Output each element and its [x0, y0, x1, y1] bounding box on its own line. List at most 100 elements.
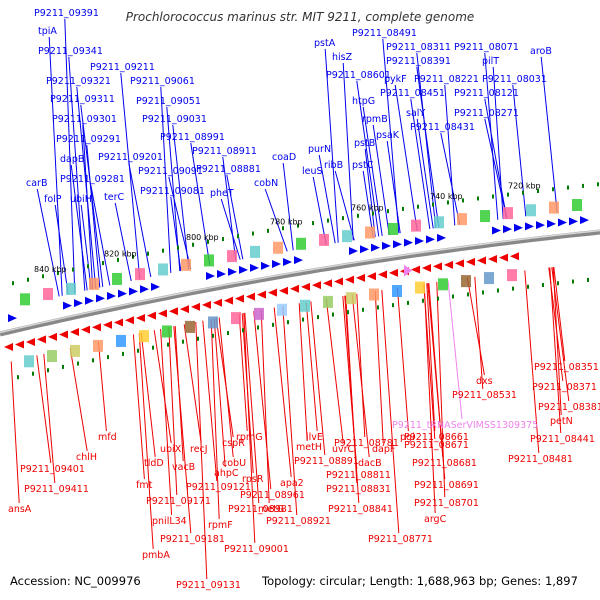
outer-tick [312, 221, 314, 226]
leader-line-bottom [253, 311, 272, 490]
reverse-gene-arrow [224, 296, 233, 305]
leader-line-bottom [210, 319, 220, 520]
gene-label-bottom: P9211_09131 [176, 580, 241, 591]
leader-line-bottom [553, 266, 566, 362]
gene-label-bottom: apa2 [280, 478, 304, 489]
leader-line-top [220, 198, 241, 260]
leader-line-bottom [305, 302, 318, 432]
leader-line-bottom [436, 281, 446, 498]
gene-label-bottom: cspR [222, 438, 245, 449]
reverse-gene-arrow [455, 259, 464, 268]
reverse-feature-block [369, 288, 379, 301]
inner-tick [167, 342, 169, 347]
leader-line-bottom [396, 287, 409, 432]
reverse-feature-block [346, 292, 356, 305]
gene-label-bottom: dapF [372, 444, 395, 455]
forward-feature-block [43, 288, 53, 301]
reverse-gene-arrow [191, 302, 200, 311]
gene-label-bottom: P9211_08891 [294, 456, 359, 467]
gene-label-top: P9211_09091 [138, 166, 203, 177]
outer-tick [297, 223, 299, 228]
outer-tick [327, 218, 329, 223]
forward-feature-block [296, 237, 306, 250]
gene-label-top: carB [26, 178, 47, 189]
inner-tick [377, 305, 379, 310]
forward-gene-arrow [503, 225, 512, 234]
leader-line-bottom [524, 270, 540, 454]
leader-line-top [82, 124, 94, 290]
forward-gene-arrow [404, 238, 413, 247]
leader-line-bottom [97, 341, 107, 432]
inner-tick [107, 355, 109, 360]
reverse-gene-arrow [433, 262, 442, 271]
reverse-feature-block [139, 330, 149, 343]
forward-gene-arrow [96, 294, 105, 303]
reverse-gene-arrow [444, 260, 453, 269]
reverse-gene-arrow [70, 328, 79, 337]
outer-tick [372, 211, 374, 216]
gene-label-top: P9211_09211 [90, 62, 155, 73]
reverse-gene-arrow [510, 252, 519, 261]
forward-gene-arrow [85, 296, 94, 305]
reverse-gene-arrow [279, 286, 288, 295]
leader-line-bottom [260, 309, 270, 504]
inner-tick [77, 361, 79, 366]
inner-tick [527, 284, 529, 289]
gene-label-bottom: ansA [8, 504, 32, 515]
leader-line-bottom [153, 330, 172, 444]
topology-summary: Topology: circular; Length: 1,688,963 bp… [262, 574, 578, 588]
gene-label-top: pheT [210, 188, 234, 199]
forward-gene-arrow [547, 219, 556, 228]
leader-line-top [342, 62, 354, 241]
reverse-gene-arrow [312, 281, 321, 290]
forward-gene-arrow [349, 247, 358, 256]
reverse-gene-arrow [378, 270, 387, 279]
reverse-feature-block [93, 339, 103, 352]
gene-label-top: P9211_08881 [196, 164, 261, 175]
leader-line-top [386, 140, 401, 234]
gene-label-bottom: pmbA [142, 550, 170, 561]
forward-gene-arrow [382, 241, 391, 250]
inner-tick [407, 300, 409, 305]
leader-line-bottom [195, 321, 208, 580]
outer-tick [147, 251, 149, 256]
reverse-gene-arrow [48, 332, 57, 341]
gene-label-top: P9211_08451 [380, 88, 445, 99]
reverse-gene-arrow [323, 279, 332, 288]
forward-gene-arrow [525, 222, 534, 231]
gene-label-top: tpiA [38, 26, 57, 37]
inner-tick [137, 348, 139, 353]
feature-tracks [4, 198, 589, 368]
forward-gene-arrow [283, 258, 292, 267]
inner-tick [572, 279, 574, 284]
scale-label: 840 kbp [34, 265, 67, 274]
gene-label-top: htpG [352, 96, 375, 107]
gene-label-bottom: pgi [400, 432, 415, 443]
outer-tick [87, 264, 89, 269]
reverse-gene-arrow [246, 292, 255, 301]
reverse-gene-arrow [103, 320, 112, 329]
gene-label-top: ubiH [70, 194, 92, 205]
leader-line-bottom [374, 290, 384, 444]
gene-label-top: P9211_09201 [98, 152, 163, 163]
inner-tick [302, 317, 304, 322]
rna-feature [404, 264, 412, 277]
gene-label-bottom: P9211_09121 [186, 482, 251, 493]
leader-line-top [410, 98, 431, 229]
gene-label-bottom: argC [424, 514, 447, 525]
scale-label: 720 kbp [508, 181, 541, 190]
leader-line-top [364, 148, 376, 237]
gene-label-top: P9211_08991 [160, 132, 225, 143]
gene-label-top: purN [308, 144, 331, 155]
leader-line-top [190, 142, 211, 266]
gene-label-bottom: P9211_08811 [326, 470, 391, 481]
gene-label-bottom: P9211_09181 [160, 534, 225, 545]
gene-label-top: rpmB [362, 114, 388, 125]
reverse-gene-arrow [202, 300, 211, 309]
outer-tick [357, 213, 359, 218]
gene-label-top: ribB [324, 160, 343, 171]
gene-label-top: leuS [302, 166, 323, 177]
reverse-gene-arrow [180, 305, 189, 314]
gene-label-top: P9211_08121 [454, 88, 519, 99]
